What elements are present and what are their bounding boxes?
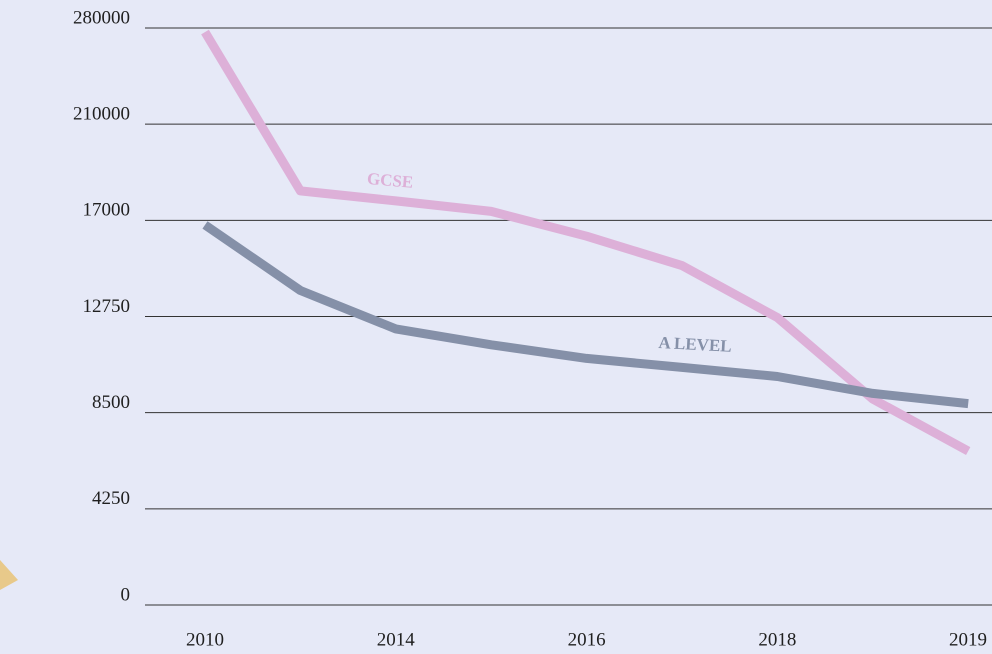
x-tick-label: 2014: [377, 629, 416, 650]
x-tick-label: 2019: [949, 629, 987, 650]
decoration: [0, 560, 18, 590]
y-tick-label: 210000: [73, 104, 130, 125]
y-tick-label: 12750: [83, 296, 131, 317]
y-tick-label: 4250: [92, 488, 130, 509]
series-label: GCSE: [366, 169, 414, 192]
series-label: A LEVEL: [658, 333, 732, 356]
x-tick-label: 2010: [186, 629, 224, 650]
x-tick-label: 2018: [758, 629, 796, 650]
x-tick-label: 2016: [568, 629, 606, 650]
y-tick-label: 8500: [92, 392, 130, 413]
y-tick-label: 17000: [83, 200, 131, 221]
chart: 0 4250 8500 12750 17000 210000 280000 2010 2014 2…: [0, 0, 992, 654]
y-tick-label: 0: [121, 584, 131, 605]
y-tick-label: 280000: [73, 7, 130, 28]
page: {"chart_data": {"type": "line", "categor…: [0, 0, 992, 654]
series-line: [205, 225, 968, 404]
